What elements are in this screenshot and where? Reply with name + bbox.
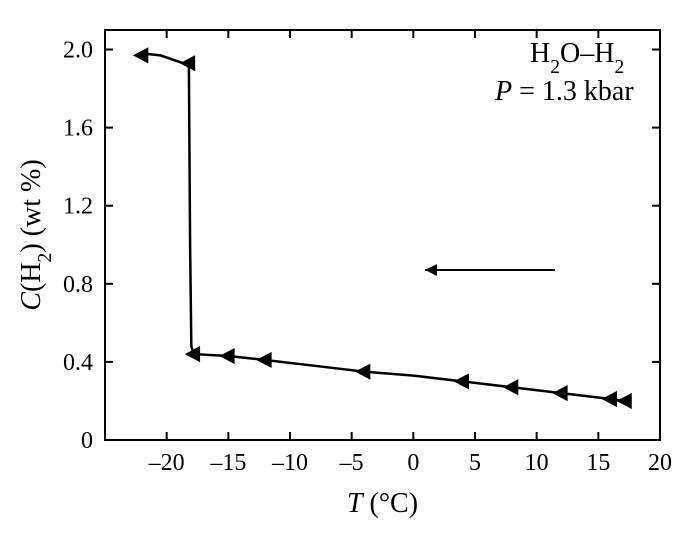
- chart-svg: –20 –15 –10 –5 0 5 10 15 20 0 0.4 0.8 1.2 1.6 2.0 T (°C…: [0, 0, 700, 535]
- svg-text:20: 20: [648, 450, 672, 476]
- svg-text:–10: –10: [271, 450, 308, 476]
- svg-text:0.8: 0.8: [63, 272, 93, 298]
- data-marker: [454, 373, 469, 389]
- data-marker: [219, 348, 234, 364]
- svg-text:–20: –20: [148, 450, 185, 476]
- data-marker: [552, 385, 567, 401]
- data-marker: [503, 379, 518, 395]
- data-marker: [256, 352, 271, 368]
- svg-text:15: 15: [586, 450, 610, 476]
- data-marker: [616, 393, 631, 409]
- svg-text:0.4: 0.4: [63, 350, 93, 376]
- direction-arrow-head: [425, 264, 437, 276]
- data-marker: [133, 47, 148, 63]
- svg-text:–15: –15: [209, 450, 246, 476]
- data-marker: [355, 364, 370, 380]
- svg-text:10: 10: [525, 450, 549, 476]
- svg-text:2.0: 2.0: [63, 38, 93, 64]
- data-marker: [602, 391, 617, 407]
- annotation-pressure: P = 1.3 kbar: [494, 76, 634, 107]
- svg-text:5: 5: [469, 450, 481, 476]
- svg-text:0: 0: [407, 450, 419, 476]
- x-axis-title: T (°C): [347, 488, 418, 519]
- svg-text:0: 0: [81, 428, 93, 454]
- chart-container: –20 –15 –10 –5 0 5 10 15 20 0 0.4 0.8 1.2 1.6 2.0 T (°C…: [0, 0, 700, 535]
- svg-text:1.6: 1.6: [63, 116, 93, 142]
- annotation-system: H2O–H2: [530, 38, 624, 78]
- data-marker: [180, 55, 195, 71]
- y-axis-title: C(H2) (wt %): [16, 159, 56, 310]
- svg-text:–5: –5: [339, 450, 364, 476]
- svg-text:1.2: 1.2: [63, 194, 93, 220]
